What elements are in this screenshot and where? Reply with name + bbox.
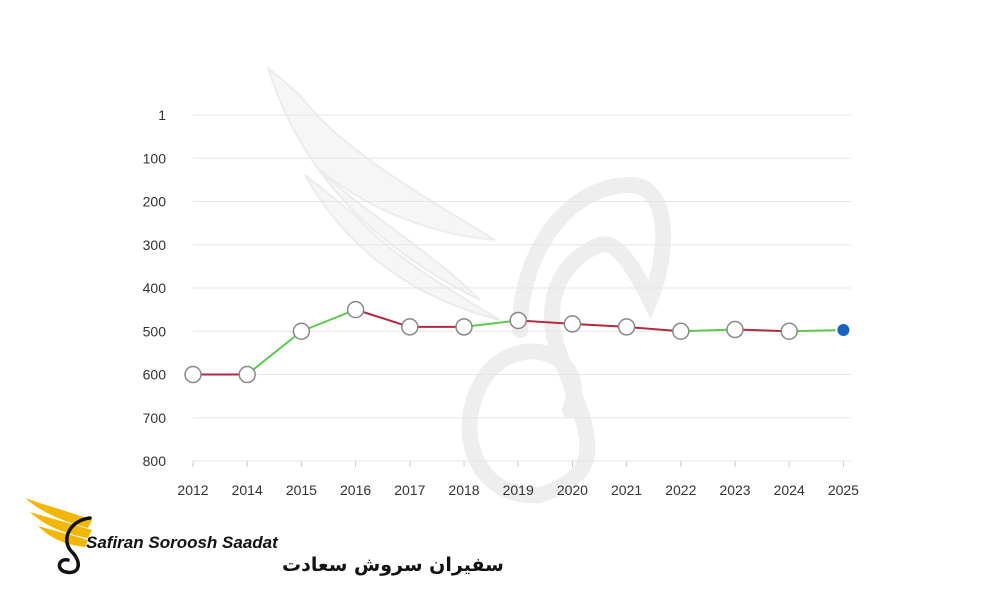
data-point[interactable]: [509, 311, 527, 330]
y-tick-label: 100: [143, 150, 167, 166]
brand-name-english: Safiran Soroosh Saadat: [86, 533, 279, 552]
wing-logo-icon: [25, 498, 92, 575]
data-point[interactable]: [184, 365, 202, 384]
x-tick-label: 2025: [828, 482, 859, 498]
y-axis: 1 100 200 300 400 500 600 700 800: [143, 107, 167, 469]
data-point[interactable]: [780, 322, 798, 340]
x-tick-label: 2012: [177, 482, 208, 498]
data-point[interactable]: [672, 322, 690, 340]
line-segment: [518, 319, 573, 325]
x-axis: 2012 2014 2015 2016 2017 2018 2019 2020 2021 2022…: [177, 461, 859, 498]
data-point[interactable]: [401, 318, 419, 336]
line-segment: [246, 330, 303, 376]
latest-data-point[interactable]: [835, 321, 852, 338]
x-tick-label: 2020: [557, 482, 588, 498]
y-tick-label: 800: [143, 453, 167, 469]
line-segment: [463, 319, 519, 328]
line-segment: [572, 322, 627, 328]
x-tick-label: 2014: [232, 482, 263, 498]
data-point[interactable]: [455, 318, 473, 336]
y-tick-label: 500: [143, 323, 167, 339]
y-tick-label: 600: [143, 367, 167, 383]
data-point[interactable]: [292, 322, 311, 340]
x-tick-label: 2018: [448, 482, 479, 498]
series-line: [193, 308, 844, 376]
x-tick-label: 2024: [774, 482, 805, 498]
company-logo: Safiran Soroosh Saadat سفیران سروش سعادت: [25, 498, 504, 576]
line-segment: [789, 328, 844, 333]
line-segment: [734, 328, 790, 333]
x-tick-label: 2016: [340, 482, 371, 498]
y-tick-label: 300: [143, 237, 167, 253]
data-point[interactable]: [346, 300, 365, 319]
y-tick-label: 700: [143, 410, 167, 426]
data-point[interactable]: [563, 315, 582, 333]
grid-lines: [193, 114, 851, 462]
x-tick-label: 2015: [286, 482, 317, 498]
x-tick-label: 2017: [394, 482, 425, 498]
brand-name-persian: سفیران سروش سعادت: [282, 554, 504, 576]
data-point[interactable]: [726, 320, 744, 339]
data-point[interactable]: [238, 365, 256, 384]
line-segment: [626, 325, 681, 333]
x-tick-label: 2019: [503, 482, 534, 498]
line-segment: [680, 328, 736, 333]
data-point[interactable]: [617, 318, 636, 336]
phoenix-watermark-logo: [266, 65, 672, 504]
x-tick-label: 2022: [665, 482, 696, 498]
y-tick-label: 200: [143, 194, 167, 210]
y-tick-label: 400: [143, 280, 167, 296]
line-segment: [355, 308, 411, 328]
x-tick-label: 2023: [719, 482, 750, 498]
x-tick-label: 2021: [611, 482, 642, 498]
series-points: [184, 300, 852, 384]
line-segment: [301, 308, 356, 333]
y-tick-label: 1: [158, 107, 166, 123]
